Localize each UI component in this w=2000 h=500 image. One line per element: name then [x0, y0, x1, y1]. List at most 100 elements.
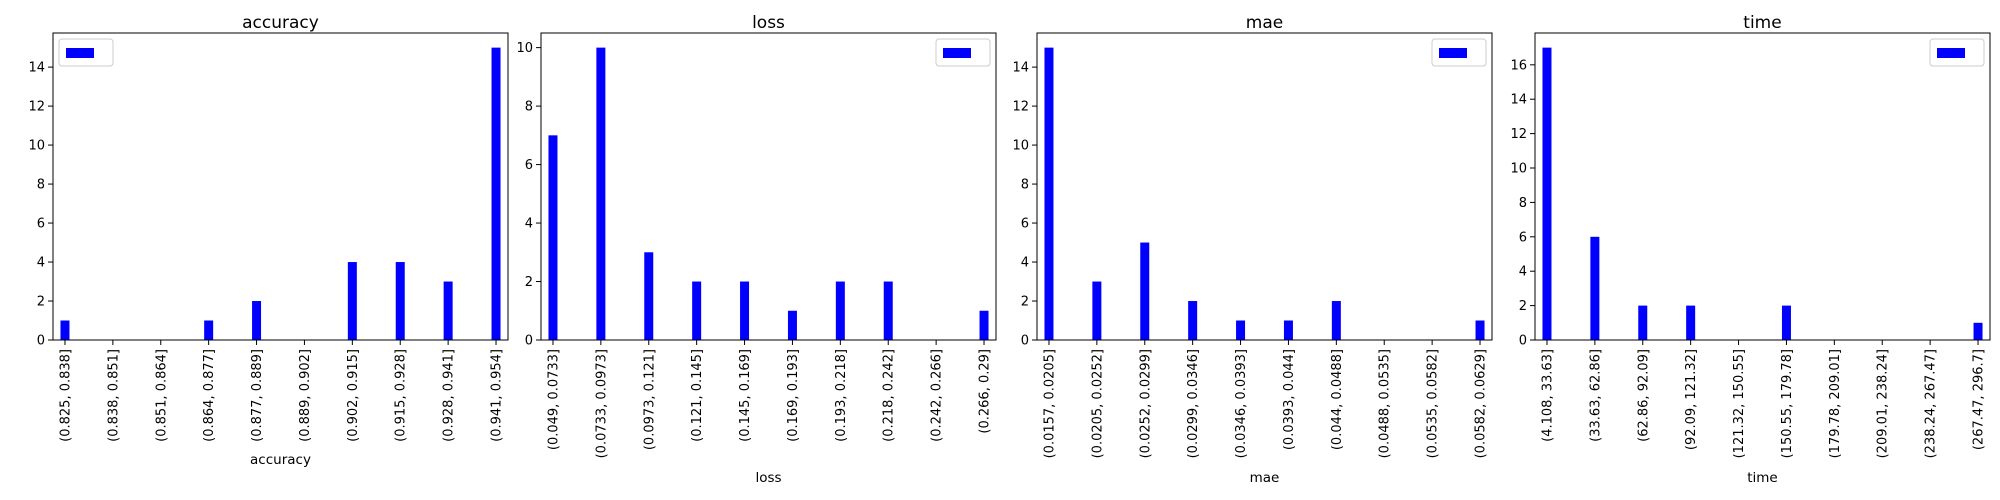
bar-9	[1475, 320, 1485, 340]
bar-4	[252, 301, 262, 340]
x-tick-label: (0.0488, 0.0535]	[1378, 349, 1393, 458]
bar-3	[1686, 305, 1696, 340]
legend	[58, 38, 114, 67]
bar-0	[1542, 47, 1552, 340]
chart-panel-mae: mae 0 2 4 6 8 10 12 14 (0.0157, 0.0205] (0.0205, 0…	[1012, 13, 1493, 486]
x-tick-label: (0.825, 0.838]	[58, 349, 73, 442]
y-tick-label: 2	[1519, 299, 1527, 314]
x-tick-label: (0.915, 0.928]	[394, 349, 409, 442]
bar-1	[596, 47, 606, 340]
bar-9	[979, 310, 989, 340]
y-tick-label: 12	[1510, 127, 1527, 142]
x-tick-label: (0.193, 0.218]	[834, 349, 849, 442]
bar-5	[787, 310, 797, 340]
bar-8	[443, 281, 453, 340]
x-axis-label: mae	[1250, 470, 1280, 486]
x-tick-label: (0.121, 0.145]	[690, 349, 705, 442]
bar-0	[60, 320, 70, 340]
x-tick-label: (4.108, 33.63]	[1540, 349, 1555, 442]
y-tick-label: 2	[37, 295, 45, 310]
x-tick-label: (121.32, 150.55]	[1732, 349, 1747, 458]
x-tick-label: (0.0582, 0.0629]	[1474, 349, 1489, 458]
y-tick-label: 6	[525, 158, 533, 173]
bar-3	[1188, 301, 1198, 340]
legend	[935, 38, 991, 67]
chart-panel-loss: loss 0 2 4 6 8 10 (0.049, 0.0733] (0.0733, 0.097…	[516, 13, 997, 486]
x-tick-label: (0.0346, 0.0393]	[1234, 349, 1249, 458]
x-tick-label: (209.01, 238.24]	[1876, 349, 1891, 458]
legend	[1431, 38, 1487, 67]
bar-6	[835, 281, 845, 340]
y-tick-label: 10	[1510, 162, 1527, 177]
y-tick-label: 8	[1519, 196, 1527, 211]
x-tick-label: (92.09, 121.32]	[1684, 349, 1699, 450]
bar-9	[1973, 322, 1983, 340]
x-tick-label: (0.145, 0.169]	[738, 349, 753, 442]
x-tick-label: (0.169, 0.193]	[786, 349, 801, 442]
x-tick-label: (0.877, 0.889]	[250, 349, 265, 442]
x-tick-label: (0.049, 0.0733]	[546, 349, 561, 450]
legend-swatch	[66, 48, 94, 58]
y-tick-label: 10	[28, 139, 45, 154]
y-tick-label: 6	[1519, 230, 1527, 245]
bar-6	[1331, 301, 1341, 340]
x-tick-label: (0.0205, 0.0252]	[1090, 349, 1105, 458]
x-tick-label: (0.266, 0.29]	[978, 349, 993, 434]
y-tick-label: 6	[1021, 217, 1029, 232]
x-tick-label: (33.63, 62.86]	[1588, 349, 1603, 442]
y-tick-label: 14	[28, 61, 45, 76]
x-tick-label: (0.0393, 0.044]	[1282, 349, 1297, 450]
chart-title: time	[1743, 13, 1781, 33]
x-tick-label: (0.0733, 0.0973]	[594, 349, 609, 458]
y-tick-label: 16	[1510, 58, 1527, 73]
y-tick-label: 14	[1012, 61, 1029, 76]
y-tick-label: 14	[1510, 93, 1527, 108]
y-tick-label: 10	[516, 41, 533, 56]
axes-frame	[1036, 32, 1493, 341]
y-tick-label: 4	[525, 217, 533, 232]
bar-5	[1781, 305, 1791, 340]
bar-7	[395, 262, 405, 340]
y-tick-label: 0	[1021, 334, 1029, 349]
bar-1	[1590, 236, 1600, 340]
y-tick-label: 12	[1012, 100, 1029, 115]
x-tick-label: (238.24, 267.47]	[1924, 349, 1939, 458]
legend	[1929, 38, 1985, 67]
x-tick-label: (0.0299, 0.0346]	[1186, 349, 1201, 458]
chart-panel-time: time 0 2 4 6 8 10 12 14 16 (4.108, 33.63] (33.63, 6…	[1510, 13, 1991, 486]
y-tick-label: 12	[28, 100, 45, 115]
bar-3	[204, 320, 214, 340]
x-tick-label: (0.044, 0.0488]	[1330, 349, 1345, 450]
x-tick-label: (267.47, 296.7]	[1972, 349, 1987, 450]
y-tick-label: 8	[37, 178, 45, 193]
bar-2	[1140, 242, 1150, 340]
x-tick-label: (0.242, 0.266]	[930, 349, 945, 442]
axes-frame	[52, 32, 509, 341]
x-tick-label: (0.851, 0.864]	[154, 349, 169, 442]
x-tick-label: (0.218, 0.242]	[882, 349, 897, 442]
bar-4	[1236, 320, 1246, 340]
legend-swatch	[1439, 48, 1467, 58]
y-tick-label: 8	[1021, 178, 1029, 193]
y-tick-label: 0	[37, 334, 45, 349]
x-tick-label: (0.0252, 0.0299]	[1138, 349, 1153, 458]
bar-0	[1044, 47, 1054, 340]
x-tick-label: (0.0157, 0.0205]	[1042, 349, 1057, 458]
bar-2	[1638, 305, 1648, 340]
y-tick-label: 4	[1519, 265, 1527, 280]
bar-5	[1283, 320, 1293, 340]
bar-4	[740, 281, 750, 340]
x-axis-label: time	[1747, 470, 1778, 486]
x-tick-label: (179.78, 209.01]	[1828, 349, 1843, 458]
x-tick-label: (0.928, 0.941]	[442, 349, 457, 442]
x-tick-label: (0.0973, 0.121]	[642, 349, 657, 450]
y-tick-label: 4	[1021, 256, 1029, 271]
x-tick-label: (0.864, 0.877]	[202, 349, 217, 442]
bar-6	[347, 262, 357, 340]
y-tick-label: 2	[525, 275, 533, 290]
bar-9	[491, 47, 501, 340]
bar-1	[1092, 281, 1102, 340]
x-tick-label: (0.889, 0.902]	[298, 349, 313, 442]
bar-3	[692, 281, 702, 340]
